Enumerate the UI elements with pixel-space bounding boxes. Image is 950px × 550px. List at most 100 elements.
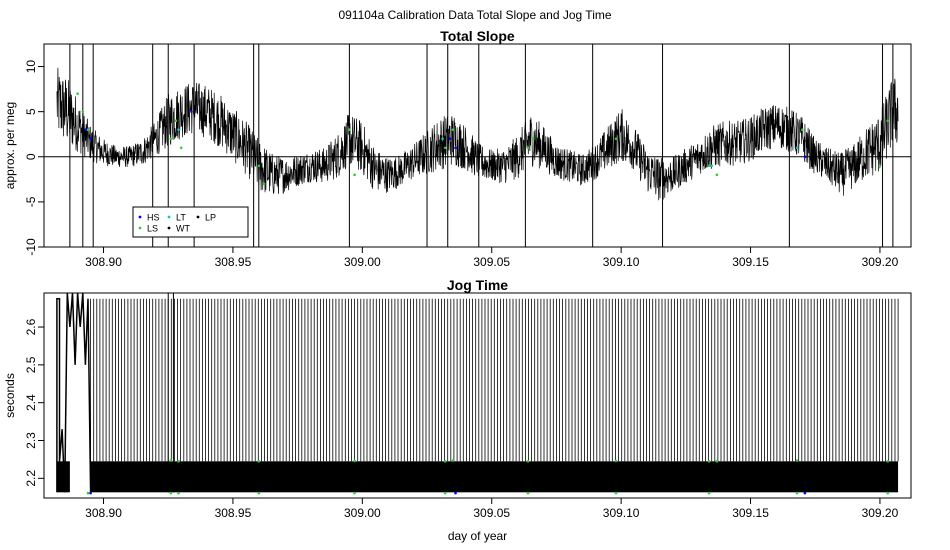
panel-title: Jog Time <box>447 277 508 293</box>
legend-swatch <box>167 215 171 219</box>
marker-ls <box>526 460 530 463</box>
plot-frame <box>43 292 912 499</box>
marker-ls <box>348 128 351 132</box>
total-slope-series <box>56 67 899 201</box>
marker-hs <box>84 128 87 132</box>
marker-ls <box>179 146 183 150</box>
y-axis-label: seconds <box>3 373 17 418</box>
marker-ls <box>177 460 180 463</box>
jog-low-band <box>90 461 899 493</box>
x-tick-label: 308.90 <box>85 506 122 520</box>
marker-lt <box>795 146 799 150</box>
marker-ls-low <box>707 491 711 495</box>
marker-ls <box>795 459 799 462</box>
y-tick-label: 2.4 <box>24 394 38 411</box>
plot-area <box>44 44 911 247</box>
marker-ls-low <box>177 491 180 495</box>
x-tick-label: 309.05 <box>473 506 510 520</box>
y-tick-label: 5 <box>24 108 38 115</box>
marker-ls-low <box>795 491 799 495</box>
marker-ls-low <box>614 491 618 495</box>
marker-hs <box>89 491 92 495</box>
marker-ls-low <box>886 491 890 495</box>
marker-ls <box>526 146 530 150</box>
marker-ls <box>614 459 618 463</box>
marker-lt <box>441 137 444 141</box>
jog-oscillation <box>90 298 899 462</box>
marker-ls <box>86 128 90 132</box>
x-tick-label: 308.95 <box>215 255 252 269</box>
legend-label: LS <box>147 224 158 234</box>
x-tick-label: 308.90 <box>85 255 122 269</box>
marker-ls <box>707 164 711 168</box>
marker-lt <box>710 164 714 168</box>
marker-ls <box>451 128 455 132</box>
marker-ls <box>81 110 85 113</box>
legend-label: LP <box>205 213 216 223</box>
legend-label: WT <box>176 224 190 234</box>
marker-ls <box>262 182 266 186</box>
marker-ls <box>715 460 719 463</box>
marker-ls <box>451 459 455 462</box>
y-tick-label: 2.6 <box>24 318 38 335</box>
x-tick-label: 309.15 <box>732 255 769 269</box>
y-axis-label: approx. per meg <box>3 102 17 189</box>
x-tick-label: 309.00 <box>344 506 381 520</box>
marker-ls <box>443 146 447 150</box>
marker-ls <box>878 164 882 168</box>
marker-ls-low <box>443 491 447 495</box>
panel-title: Total Slope <box>440 28 515 44</box>
legend-swatch <box>138 226 142 230</box>
marker-ls <box>257 164 261 168</box>
x-tick-label: 309.20 <box>862 506 899 520</box>
plot-area <box>56 293 899 495</box>
marker-hs <box>803 155 807 159</box>
marker-hs <box>449 137 452 141</box>
x-axis-label: day of year <box>448 529 507 543</box>
marker-ls <box>169 459 173 462</box>
marker-ls <box>715 173 719 177</box>
jog-early-block <box>56 461 70 493</box>
jog-early-segment <box>56 293 92 493</box>
marker-ls-low <box>526 491 530 495</box>
figure-title: 091104a Calibration Data Total Slope and… <box>338 8 611 22</box>
marker-ls <box>353 173 356 177</box>
x-tick-label: 309.15 <box>732 506 769 520</box>
jog-time-panel: Jog Time seconds day of year 308.90 308.95 30… <box>3 277 912 543</box>
y-tick-label: -5 <box>24 196 38 207</box>
marker-ls <box>531 137 535 141</box>
marker-ls <box>257 460 261 463</box>
legend: HS LT LP LS WT <box>132 206 249 238</box>
y-tick-label: -10 <box>24 238 38 256</box>
marker-hs <box>454 146 457 150</box>
marker-ls <box>353 459 356 463</box>
y-tick-label: 2.3 <box>24 432 38 449</box>
x-tick-label: 309.05 <box>473 255 510 269</box>
marker-ls <box>443 460 447 463</box>
marker-ls <box>801 128 804 132</box>
marker-ls <box>886 119 890 122</box>
x-tick-label: 309.10 <box>603 255 640 269</box>
marker-hs <box>803 491 807 495</box>
marker-ls <box>614 137 618 141</box>
marker-ls-low <box>353 491 356 495</box>
total-slope-panel: Total Slope approx. per meg 308.90 308.95 30… <box>3 28 912 269</box>
legend-swatch <box>196 215 200 219</box>
marker-ls <box>707 460 711 463</box>
x-tick-label: 309.10 <box>603 506 640 520</box>
marker-ls-low <box>257 491 261 495</box>
marker-ls <box>169 137 173 141</box>
y-tick-label: 2.5 <box>24 356 38 373</box>
marker-ls-low <box>169 491 173 495</box>
marker-ls-low <box>86 491 90 495</box>
marker-lt <box>177 128 180 132</box>
marker-hs <box>454 491 457 495</box>
marker-ls <box>174 119 178 122</box>
marker-ls <box>886 460 890 463</box>
legend-label: LT <box>176 213 186 223</box>
legend-label: HS <box>147 213 160 223</box>
legend-swatch <box>167 226 171 230</box>
y-tick-label: 10 <box>24 60 38 74</box>
y-tick-label: 2.2 <box>24 470 38 487</box>
